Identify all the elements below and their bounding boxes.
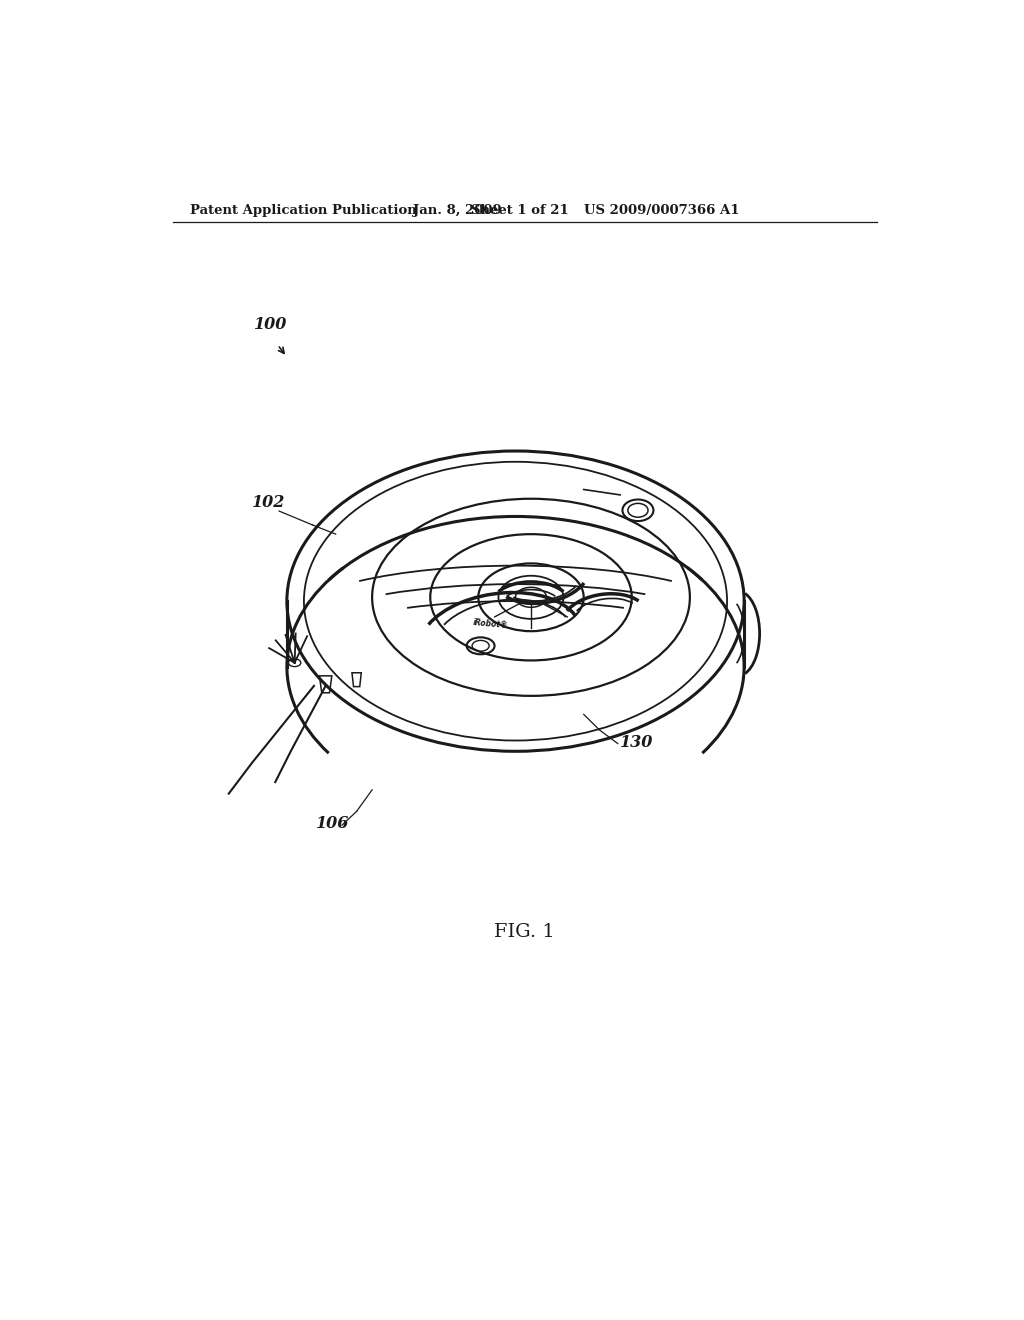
Text: Sheet 1 of 21: Sheet 1 of 21 <box>471 205 569 218</box>
Text: iRobot®: iRobot® <box>473 618 509 630</box>
Text: FIG. 1: FIG. 1 <box>495 923 555 941</box>
Text: Jan. 8, 2009: Jan. 8, 2009 <box>414 205 502 218</box>
Text: 106: 106 <box>315 816 349 833</box>
Text: 102: 102 <box>252 494 286 511</box>
Text: Patent Application Publication: Patent Application Publication <box>190 205 417 218</box>
Text: US 2009/0007366 A1: US 2009/0007366 A1 <box>584 205 739 218</box>
Text: 100: 100 <box>254 317 288 334</box>
Text: 130: 130 <box>621 734 653 751</box>
